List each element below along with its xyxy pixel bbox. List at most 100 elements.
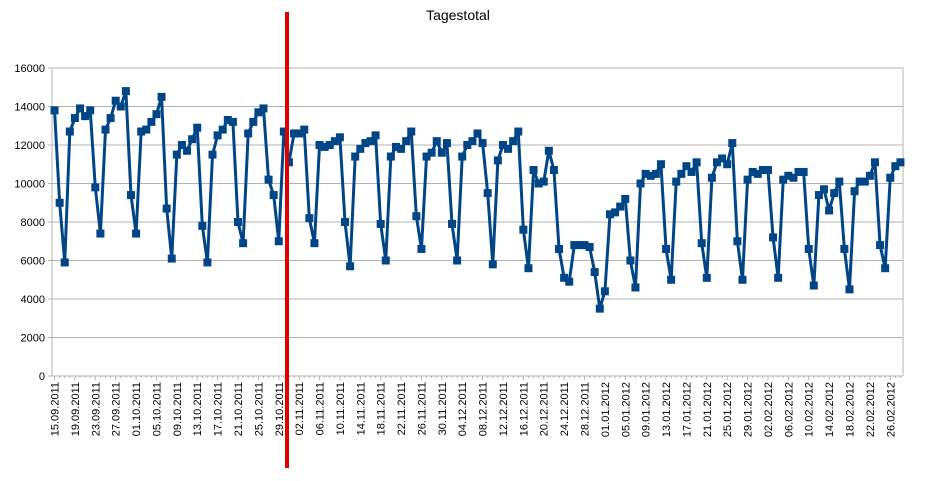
x-tick-label: 13.10.2011 [192, 382, 204, 436]
data-point [560, 273, 569, 282]
data-point [789, 173, 798, 182]
data-point [870, 158, 879, 167]
data-point [519, 225, 528, 234]
data-point [820, 185, 829, 194]
data-point [198, 221, 207, 230]
x-tick-label: 30.11.2011 [437, 382, 449, 435]
data-point [376, 219, 385, 228]
data-point [132, 229, 141, 238]
x-tick-label: 27.09.2011 [111, 382, 123, 436]
data-point [65, 127, 74, 136]
data-point [590, 268, 599, 277]
x-tick-label: 26.11.2011 [416, 382, 428, 435]
data-point [259, 104, 268, 113]
data-point [707, 173, 716, 182]
x-tick-label: 28.12.2011 [580, 382, 592, 436]
data-point [799, 167, 808, 176]
x-tick-label: 10.11.2011 [335, 382, 347, 435]
data-point [335, 133, 344, 142]
chart-title: Tagestotal [426, 7, 490, 23]
data-point [723, 160, 732, 169]
data-point [137, 127, 146, 136]
y-tick-label: 0 [39, 371, 45, 383]
data-point [116, 102, 125, 111]
data-point [611, 208, 620, 217]
x-tick-label: 22.11.2011 [396, 382, 408, 435]
y-tick-label: 4000 [21, 294, 45, 306]
data-point [269, 191, 278, 200]
data-point [687, 167, 696, 176]
data-point [758, 166, 767, 175]
data-point [254, 108, 263, 117]
data-point [320, 142, 329, 151]
data-point [70, 114, 79, 123]
y-tick-label: 8000 [21, 217, 45, 229]
data-point [840, 244, 849, 253]
data-point [835, 177, 844, 186]
data-point [753, 169, 762, 178]
data-point [167, 254, 176, 263]
data-point [295, 129, 304, 138]
data-point [763, 166, 772, 175]
data-point [458, 152, 467, 161]
data-point [478, 139, 487, 148]
data-point [483, 189, 492, 198]
data-point [667, 275, 676, 284]
x-tick-label: 01.01.2012 [600, 382, 612, 437]
data-point [341, 218, 350, 226]
data-point [845, 285, 854, 294]
x-tick-label: 09.10.2011 [172, 382, 184, 436]
data-point [641, 169, 650, 178]
data-point [876, 241, 885, 250]
data-point [60, 258, 69, 267]
data-point [412, 212, 421, 221]
data-point [565, 277, 574, 286]
data-point [809, 281, 818, 290]
data-point [891, 162, 900, 171]
data-point [391, 142, 400, 151]
data-point [662, 244, 671, 253]
data-point [228, 117, 237, 126]
x-tick-label: 26.02.2012 [885, 382, 897, 437]
data-point [728, 139, 737, 148]
data-point [244, 129, 253, 138]
data-point [733, 237, 742, 246]
data-point [290, 129, 299, 138]
data-point [570, 241, 579, 250]
data-point [407, 127, 416, 136]
x-tick-label: 14.02.2012 [824, 382, 836, 437]
data-point [172, 150, 181, 159]
data-point [774, 273, 783, 282]
data-point [575, 241, 584, 250]
data-point [361, 139, 370, 148]
data-point [147, 117, 156, 126]
data-point [713, 158, 722, 167]
data-point [473, 129, 482, 138]
data-point [463, 141, 472, 149]
data-point [702, 273, 711, 282]
data-point [544, 146, 553, 155]
data-point [86, 106, 95, 115]
data-point [881, 264, 890, 273]
x-tick-label: 24.12.2011 [559, 382, 571, 436]
y-tick-label: 16000 [14, 63, 45, 75]
data-point [142, 125, 151, 134]
data-point [366, 137, 375, 146]
x-tick-label: 02.02.2012 [763, 382, 775, 437]
x-tick-label: 29.10.2011 [274, 382, 286, 436]
data-point [677, 169, 686, 178]
data-point [310, 239, 319, 248]
x-tick-label: 17.10.2011 [213, 382, 225, 436]
data-point [81, 112, 90, 121]
data-point [101, 125, 110, 134]
data-point [249, 117, 258, 126]
x-tick-label: 23.09.2011 [90, 382, 102, 436]
data-point [106, 114, 115, 123]
data-point [351, 152, 360, 161]
data-point [371, 131, 380, 140]
data-point [50, 106, 59, 115]
data-point [860, 177, 869, 186]
data-point [422, 152, 431, 161]
data-point [442, 139, 451, 148]
